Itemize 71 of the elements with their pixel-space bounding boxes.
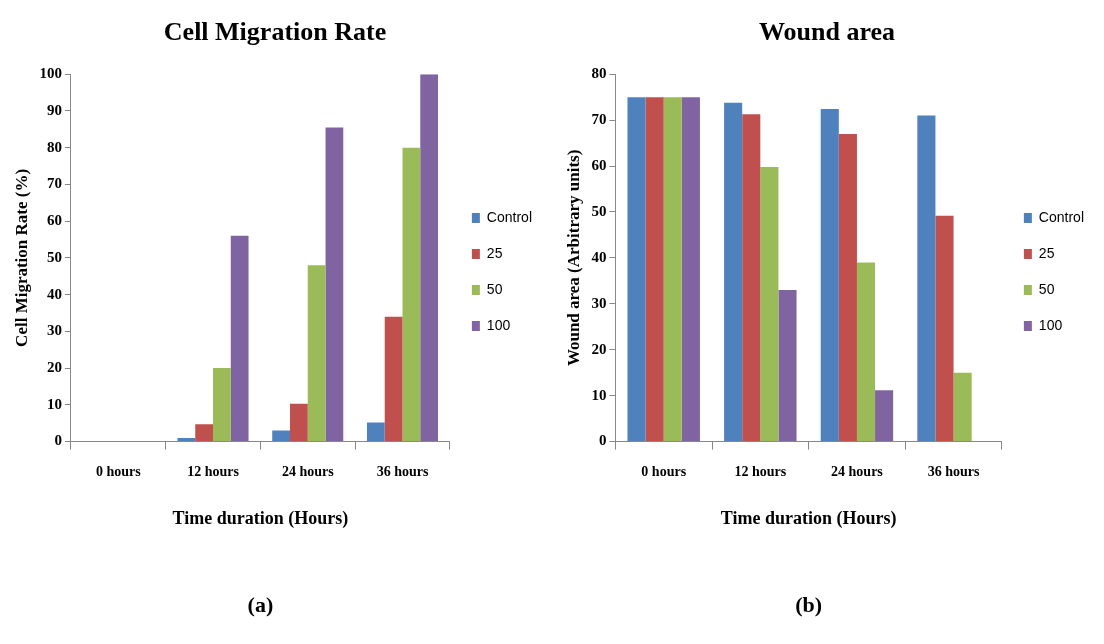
- text: (a): [247, 592, 274, 617]
- chart-title: Cell Migration Rate: [163, 17, 387, 47]
- y-tick-label: 20: [591, 340, 607, 357]
- x-tick-label: 12 hours: [734, 463, 787, 479]
- y-tick-label: 0: [598, 432, 607, 449]
- y-tick-label: 10: [46, 395, 62, 412]
- bar: [838, 133, 857, 442]
- bar: [272, 430, 290, 442]
- bar: [177, 437, 196, 442]
- legend-label: 25: [1038, 244, 1055, 261]
- bar: [213, 368, 231, 442]
- y-tick-label: 60: [46, 212, 62, 229]
- bar: [778, 290, 797, 442]
- bar: [875, 390, 894, 442]
- legend-label: 25: [486, 244, 503, 261]
- bar: [289, 403, 308, 442]
- bar: [420, 74, 439, 442]
- y-tick-label: 80: [591, 65, 607, 82]
- y-tick-label: 10: [591, 386, 607, 403]
- y-axis-title: Cell Migration Rate (%): [11, 168, 31, 347]
- legend-label: Control: [1038, 208, 1085, 225]
- legend-label: 100: [486, 316, 511, 333]
- y-tick-label: 50: [46, 248, 62, 265]
- x-tick-label: 0 hours: [95, 463, 142, 479]
- bar: [917, 115, 936, 442]
- bar: [724, 102, 743, 442]
- text: (b): [795, 592, 823, 617]
- bar: [820, 109, 839, 442]
- x-tick-label: 24 hours: [281, 463, 335, 479]
- y-tick-label: 80: [46, 138, 62, 155]
- x-axis-title: Time duration (Hours): [720, 507, 897, 529]
- bar: [195, 424, 214, 442]
- bar: [935, 215, 954, 442]
- y-tick-label: 70: [591, 111, 607, 127]
- y-tick-label: 90: [46, 101, 62, 118]
- legend-label: 50: [1038, 280, 1055, 297]
- bar: [856, 262, 876, 442]
- bar: [645, 97, 664, 442]
- y-tick-label: 30: [46, 322, 62, 339]
- chart-title: Wound area: [758, 17, 896, 47]
- bar: [760, 166, 779, 442]
- bar: [627, 97, 646, 442]
- bar: [663, 97, 682, 442]
- y-axis-title: Wound area (Arbitrary units): [563, 149, 583, 367]
- y-tick-label: 30: [591, 294, 607, 311]
- bar: [230, 235, 249, 442]
- y-tick-label: 60: [591, 156, 607, 173]
- y-tick-label: 70: [46, 175, 62, 192]
- y-tick-label: 50: [591, 202, 607, 219]
- y-tick-label: 0: [54, 432, 62, 449]
- x-tick-label: 36 hours: [376, 463, 429, 479]
- bar: [742, 114, 761, 442]
- x-axis-title: Time duration (Hours): [172, 507, 349, 529]
- bar: [366, 422, 385, 442]
- x-tick-label: 36 hours: [927, 463, 980, 479]
- y-tick-label: 40: [46, 285, 62, 302]
- legend-label: 100: [1038, 316, 1063, 333]
- bar: [402, 147, 421, 442]
- y-tick-label: 40: [591, 248, 607, 265]
- y-tick-label: 20: [46, 358, 62, 375]
- bar: [953, 372, 972, 442]
- y-tick-label: 100: [39, 65, 62, 82]
- x-tick-label: 24 hours: [831, 463, 884, 479]
- legend-label: 50: [486, 280, 503, 297]
- legend-label: Control: [486, 208, 533, 225]
- bar: [681, 97, 700, 442]
- bar: [384, 316, 403, 442]
- bar: [325, 127, 344, 442]
- x-tick-label: 0 hours: [641, 463, 687, 479]
- bar: [307, 265, 326, 442]
- x-tick-label: 12 hours: [187, 463, 240, 479]
